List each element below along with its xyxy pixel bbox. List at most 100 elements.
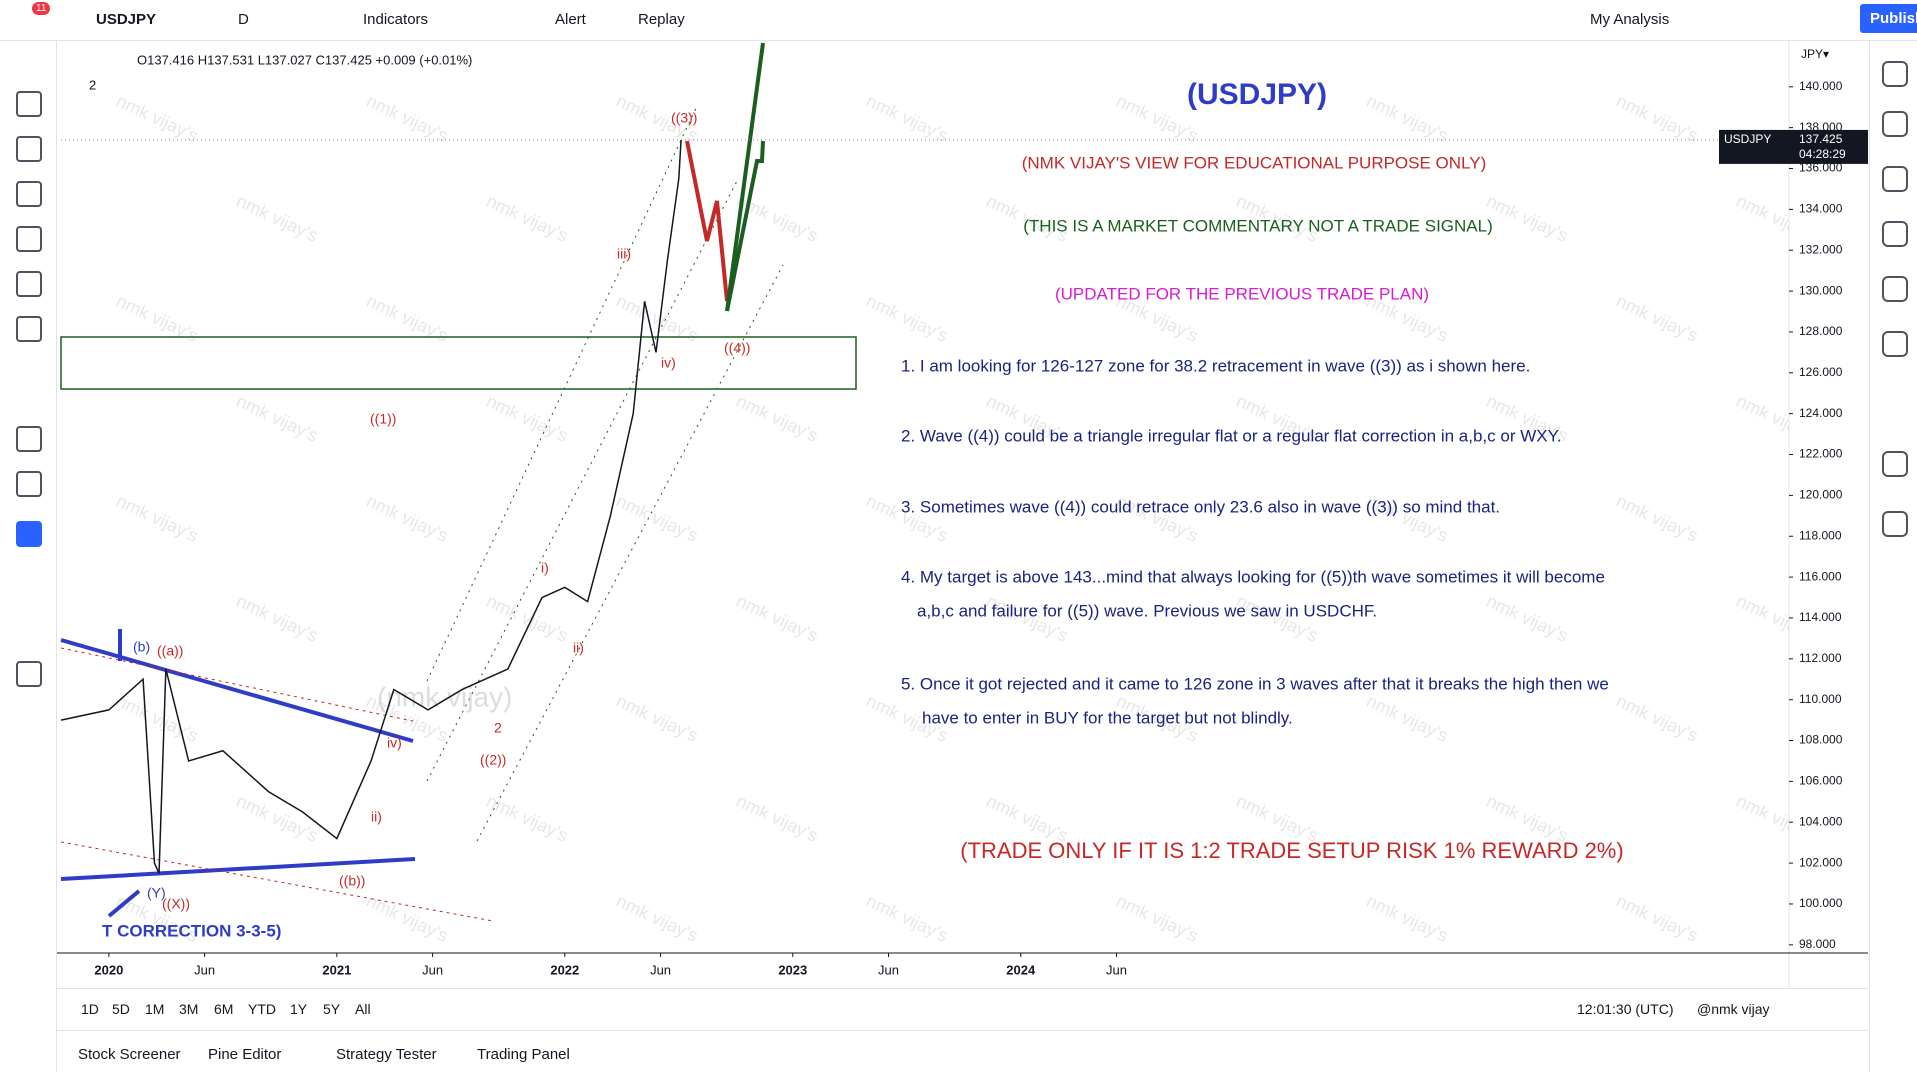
commentary-point: 4. My target is above 143...mind that al… <box>901 567 1605 586</box>
wave-label: ii) <box>371 809 382 825</box>
tool[interactable] <box>16 226 42 252</box>
y-tick-label: 132.000 <box>1799 242 1843 256</box>
widget[interactable] <box>1882 331 1908 357</box>
range-button[interactable]: 5Y <box>323 1001 341 1017</box>
tool[interactable] <box>16 91 42 117</box>
target-zone <box>60 336 857 390</box>
arrow <box>107 889 141 918</box>
y-tick-label: 134.000 <box>1799 202 1843 216</box>
watermark: nmk vijay's <box>1613 691 1701 746</box>
wave-label: ((4)) <box>724 340 750 356</box>
bottom-tab[interactable]: Strategy Tester <box>336 1046 437 1063</box>
right-sidebar <box>1869 41 1917 1072</box>
chart: nmk vijay's nmk vijay's nmk vijay's nmk vij… <box>57 41 1868 988</box>
interval[interactable]: D <box>238 11 249 28</box>
wave-label: iii) <box>617 246 631 262</box>
trendline <box>60 857 416 881</box>
publish-button[interactable]: Publish <box>1860 4 1917 33</box>
y-tick-label: 114.000 <box>1799 610 1842 624</box>
bottom-tab[interactable]: Pine Editor <box>208 1046 282 1063</box>
widget[interactable] <box>1882 511 1908 537</box>
top-toolbar: 11 USDJPY D Indicators Alert Replay My A… <box>0 0 1917 41</box>
x-tick-label: 2021 <box>322 962 351 977</box>
x-tick-label: Jun <box>422 962 443 977</box>
widget[interactable] <box>1882 111 1908 137</box>
watermark: nmk vijay's <box>1613 891 1701 946</box>
signature: @nmk vijay <box>1697 1001 1770 1017</box>
x-tick-label: 2024 <box>1006 962 1036 977</box>
y-tick-label: 124.000 <box>1799 406 1843 420</box>
wave-label: ii) <box>573 640 584 656</box>
tool[interactable] <box>16 521 42 547</box>
replay-button[interactable]: Replay <box>638 11 685 28</box>
range-button[interactable]: YTD <box>248 1001 276 1017</box>
widget[interactable] <box>1882 451 1908 477</box>
y-tick-label: 120.000 <box>1799 488 1843 502</box>
watermark: nmk vijay's <box>733 791 821 846</box>
bottom-tab[interactable]: Trading Panel <box>477 1046 570 1063</box>
watermark: nmk vijay's <box>613 691 701 746</box>
channel <box>426 105 698 682</box>
symbol[interactable]: USDJPY <box>96 11 157 28</box>
range-button[interactable]: 1Y <box>290 1001 308 1017</box>
watermark: nmk vijay's <box>613 891 701 946</box>
tool[interactable] <box>16 661 42 687</box>
disclaimer: (NMK VIJAY'S VIEW FOR EDUCATIONAL PURPOS… <box>1022 153 1487 172</box>
drawing-toolbar <box>0 41 57 1072</box>
range-button[interactable]: 1D <box>81 1001 99 1017</box>
tool[interactable] <box>16 181 42 207</box>
risk-note: (TRADE ONLY IF IT IS 1:2 TRADE SETUP RIS… <box>960 838 1623 863</box>
tool[interactable] <box>16 426 42 452</box>
widget[interactable] <box>1882 166 1908 192</box>
watermark: nmk vijay's <box>1613 291 1701 346</box>
commentary-point: have to enter in BUY for the target but … <box>922 708 1293 727</box>
tool[interactable] <box>16 316 42 342</box>
y-tick-label: 118.000 <box>1799 528 1842 542</box>
range-button[interactable]: 1M <box>145 1001 165 1017</box>
indicators-button[interactable]: Indicators <box>363 11 429 28</box>
commentary-point: 3. Sometimes wave ((4)) could retrace on… <box>901 497 1500 516</box>
y-tick-label: 122.000 <box>1799 447 1843 461</box>
wave-label: (Y) <box>147 885 166 901</box>
wave-label: ((a)) <box>157 643 183 659</box>
range-button[interactable]: 3M <box>179 1001 199 1017</box>
watermark: nmk vijay's <box>733 591 821 646</box>
y-tick-label: 140.000 <box>1799 79 1843 93</box>
x-tick-label: 2022 <box>550 962 579 977</box>
widget[interactable] <box>1882 61 1908 87</box>
range-button[interactable]: 6M <box>214 1001 234 1017</box>
watermark: nmk vijay's <box>363 491 451 546</box>
widget[interactable] <box>1882 221 1908 247</box>
update-note: (UPDATED FOR THE PREVIOUS TRADE PLAN) <box>1055 284 1429 303</box>
watermark: nmk vijay's <box>363 91 451 146</box>
watermark: nmk vijay's <box>233 391 321 446</box>
watermark: nmk vijay's <box>1363 691 1451 746</box>
note: (THIS IS A MARKET COMMENTARY NOT A TRADE… <box>1023 216 1493 235</box>
price-line <box>60 139 682 874</box>
layout-button[interactable]: My Analysis <box>1590 11 1670 28</box>
wave-label: ((3)) <box>671 110 697 126</box>
bottom-tab[interactable]: Stock Screener <box>78 1046 181 1063</box>
y-tick-label: 130.000 <box>1799 283 1843 297</box>
tool[interactable] <box>16 136 42 162</box>
tool[interactable] <box>16 271 42 297</box>
watermark: nmk vijay's <box>1613 491 1701 546</box>
price-tag-countdown: 04:28:29 <box>1799 147 1846 161</box>
watermark: nmk vijay's <box>1363 891 1451 946</box>
watermark: nmk vijay's <box>1613 91 1701 146</box>
wave-label: ((2)) <box>480 752 506 768</box>
alert-button[interactable]: Alert <box>555 11 586 28</box>
y-tick-label: 136.000 <box>1799 161 1843 175</box>
y-tick-label: 102.000 <box>1799 855 1843 869</box>
watermark: nmk vijay's <box>733 391 821 446</box>
channel <box>60 647 414 722</box>
watermark: nmk vijay's <box>113 691 201 746</box>
price-tag-symbol: USDJPY <box>1724 132 1771 146</box>
widget[interactable] <box>1882 276 1908 302</box>
tool[interactable] <box>16 471 42 497</box>
range-button[interactable]: All <box>355 1001 371 1017</box>
watermark: nmk vijay's <box>863 891 951 946</box>
range-button[interactable]: 5D <box>112 1001 130 1017</box>
watermark: nmk vijay's <box>363 891 451 946</box>
